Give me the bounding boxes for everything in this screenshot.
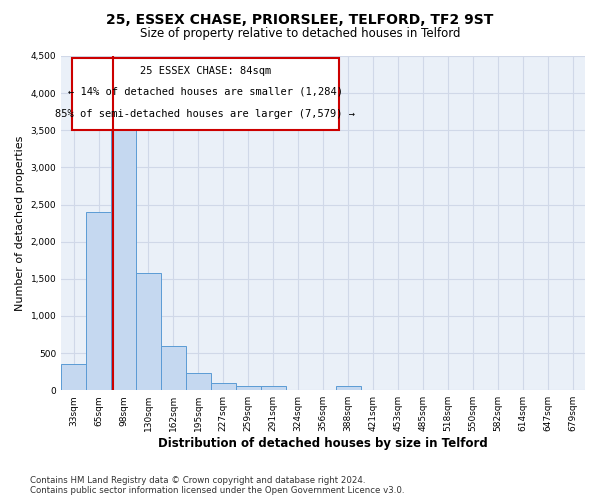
- Bar: [61, 364, 86, 390]
- Bar: [86, 212, 111, 390]
- FancyBboxPatch shape: [71, 58, 339, 130]
- Bar: [236, 386, 261, 390]
- Bar: [186, 374, 211, 390]
- Text: Size of property relative to detached houses in Telford: Size of property relative to detached ho…: [140, 28, 460, 40]
- Bar: [161, 346, 186, 390]
- Text: 25, ESSEX CHASE, PRIORSLEE, TELFORD, TF2 9ST: 25, ESSEX CHASE, PRIORSLEE, TELFORD, TF2…: [106, 12, 494, 26]
- Text: Contains HM Land Registry data © Crown copyright and database right 2024.
Contai: Contains HM Land Registry data © Crown c…: [30, 476, 404, 495]
- Bar: [261, 386, 286, 390]
- Text: 85% of semi-detached houses are larger (7,579) →: 85% of semi-detached houses are larger (…: [55, 110, 355, 120]
- Bar: [211, 383, 236, 390]
- Text: ← 14% of detached houses are smaller (1,284): ← 14% of detached houses are smaller (1,…: [68, 86, 343, 96]
- Bar: [335, 386, 361, 390]
- X-axis label: Distribution of detached houses by size in Telford: Distribution of detached houses by size …: [158, 437, 488, 450]
- Y-axis label: Number of detached properties: Number of detached properties: [15, 136, 25, 311]
- Bar: [111, 123, 136, 390]
- Bar: [136, 273, 161, 390]
- Text: 25 ESSEX CHASE: 84sqm: 25 ESSEX CHASE: 84sqm: [140, 66, 271, 76]
